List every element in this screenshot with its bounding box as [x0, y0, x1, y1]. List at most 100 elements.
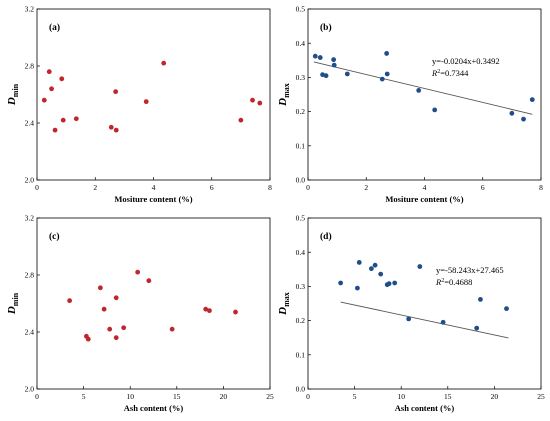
data-point [378, 271, 384, 277]
data-point [41, 97, 47, 103]
x-tick-label: 4 [152, 183, 156, 192]
y-axis-label-sub: min [11, 83, 20, 97]
data-point [323, 73, 329, 79]
panel-label: (d) [320, 231, 332, 242]
data-point [169, 326, 175, 332]
y-axis-label-sub: min [11, 292, 20, 306]
data-point [509, 110, 515, 116]
data-point [52, 127, 58, 133]
y-tick-label: 0.1 [296, 141, 306, 150]
y-tick-label: 0.0 [296, 176, 306, 185]
y-tick-label: 2.4 [25, 119, 35, 128]
data-point [529, 97, 535, 103]
data-point [368, 266, 374, 272]
plot-frame [307, 8, 542, 181]
x-tick-label: 5 [82, 392, 86, 401]
y-tick-label: 0.2 [296, 107, 306, 116]
data-point [60, 117, 66, 123]
y-tick-label: 0.4 [296, 39, 306, 48]
data-point [331, 57, 337, 63]
r-squared-value: =0.7344 [440, 68, 469, 78]
x-axis-label: Mositure content (%) [114, 194, 192, 204]
x-tick-label: 0 [306, 392, 310, 401]
data-point [85, 336, 91, 342]
x-tick-label: 6 [481, 183, 485, 192]
data-point [59, 76, 65, 82]
y-axis-label-sub: max [282, 83, 291, 98]
regression-equation: y=-58.243x+27.465 [436, 265, 504, 275]
data-point [354, 285, 360, 291]
data-point [317, 55, 323, 60]
y-axis-label-main: D [6, 306, 18, 315]
x-tick-label: 25 [537, 392, 545, 401]
x-axis-label: Mositure content (%) [385, 194, 463, 204]
x-tick-label: 10 [397, 392, 405, 401]
y-tick-label: 2.4 [25, 328, 35, 337]
data-point [521, 116, 526, 122]
data-point [203, 306, 209, 312]
y-axis-label-main: D [277, 98, 289, 107]
y-tick-label: 0.5 [296, 5, 306, 14]
data-point [338, 280, 344, 286]
data-point [432, 107, 438, 113]
data-point [113, 89, 119, 95]
x-tick-label: 5 [353, 392, 357, 401]
data-point [331, 62, 337, 68]
y-tick-label: 0.4 [296, 248, 306, 257]
x-tick-label: 8 [268, 183, 272, 192]
data-point [372, 262, 378, 268]
y-tick-label: 0.3 [296, 282, 306, 291]
data-point [161, 60, 167, 66]
y-axis-label: Dmin [6, 292, 20, 315]
x-tick-label: 6 [210, 183, 214, 192]
data-point [250, 97, 255, 103]
data-point [46, 69, 52, 75]
data-point [143, 99, 149, 105]
data-point [312, 53, 318, 59]
data-point [207, 308, 212, 314]
x-tick-label: 2 [93, 183, 97, 192]
y-axis-label: Dmin [6, 83, 20, 106]
data-point [233, 309, 238, 315]
data-point [73, 116, 79, 122]
plot-frame [36, 217, 271, 390]
y-tick-label: 0.3 [296, 73, 306, 82]
data-point [384, 71, 390, 77]
data-point [356, 260, 362, 265]
data-point [504, 306, 509, 312]
data-point [113, 295, 119, 301]
plot-frame [36, 8, 271, 181]
r-squared-label: R [431, 68, 438, 78]
x-tick-label: 25 [266, 392, 274, 401]
data-point [97, 285, 103, 291]
r-squared-exponent: 2 [441, 278, 444, 284]
data-point [440, 319, 446, 325]
data-point [146, 278, 152, 284]
panel-label: (c) [49, 231, 60, 242]
y-tick-label: 0.2 [296, 316, 306, 325]
trendline [340, 301, 509, 339]
r-squared-exponent: 2 [437, 69, 440, 75]
data-point [49, 86, 54, 92]
data-point [107, 326, 113, 332]
x-axis-label: Ash content (%) [124, 403, 184, 413]
data-point [474, 325, 480, 331]
x-tick-label: 4 [423, 183, 427, 192]
r-squared: R2=0.7344 [431, 68, 469, 78]
x-tick-label: 8 [539, 183, 543, 192]
data-point [386, 281, 392, 287]
panel-a: 0 2 4 6 8 2.0 2.4 2.8 3.2 Mositure content (%) Dmi… [6, 5, 272, 204]
x-tick-label: 15 [444, 392, 452, 401]
y-tick-label: 2.0 [25, 385, 35, 394]
data-point [406, 316, 412, 322]
data-point [113, 127, 119, 133]
data-point [101, 306, 107, 312]
panel-label: (b) [320, 22, 332, 33]
x-tick-label: 2 [364, 183, 368, 192]
panel-d: 0 5 10 15 20 25 0.0 0.1 0.2 0.3 0.4 0.5 Ash content … [277, 214, 545, 413]
data-point [113, 335, 119, 341]
data-point [478, 296, 483, 302]
y-axis-label-main: D [277, 307, 289, 316]
data-point [67, 298, 73, 304]
x-tick-label: 10 [126, 392, 134, 401]
